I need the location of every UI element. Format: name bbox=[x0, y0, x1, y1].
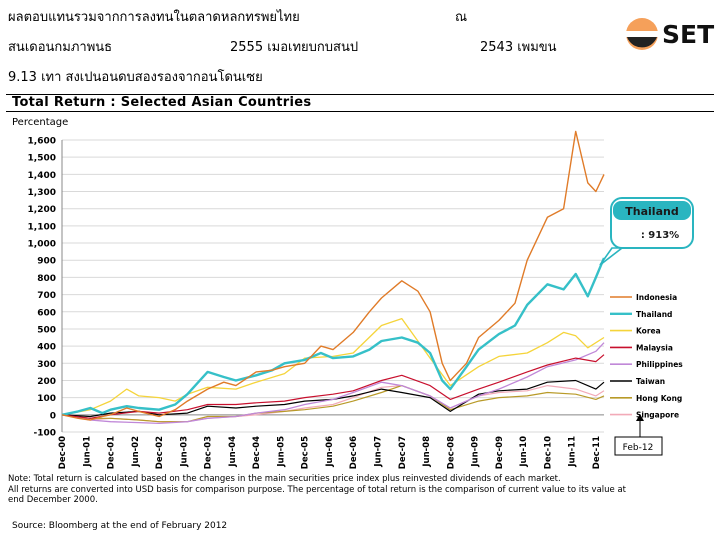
y-axis-title: Percentage bbox=[12, 117, 69, 128]
chart-legend: Indonesia Thailand Korea Malaysia Philippine… bbox=[610, 293, 683, 420]
x-axis-ticks: Dec-00 Jun-01 Dec-01 Jun-02 Dec-02 Jun-03 Dec-… bbox=[58, 436, 602, 469]
x-tick-label: Jun-10 bbox=[519, 436, 529, 468]
set-logo-text: SET bbox=[662, 20, 715, 49]
series-line-malaysia bbox=[61, 354, 605, 419]
y-axis-ticks: -100 0 100 200 300 400 500 600 700 800 900 1,000 1,1… bbox=[28, 137, 56, 439]
x-tick-label: Dec-08 bbox=[446, 436, 456, 469]
x-tick-label: Dec-03 bbox=[204, 436, 214, 469]
end-date-label: Feb-12 bbox=[623, 443, 654, 453]
total-return-chart: -100 0 100 200 300 400 500 600 700 800 900 1,000 1,1… bbox=[28, 130, 694, 469]
header-line2-right: 2543 เพมขน bbox=[480, 40, 557, 55]
x-tick-label: Dec-05 bbox=[301, 436, 311, 469]
series-line-philippines bbox=[61, 342, 605, 425]
header-line1-left: ผลตอบแทนรวมจากการลงทนในตลาดหลกทรพยไทย bbox=[8, 10, 300, 25]
x-tick-label: Jun-08 bbox=[422, 436, 432, 468]
x-tick-label: Dec-07 bbox=[398, 436, 408, 469]
note-line-1: Note: Total return is calculated based o… bbox=[8, 474, 561, 484]
series-line-indonesia bbox=[61, 130, 605, 421]
legend-label-malaysia: Malaysia bbox=[636, 343, 673, 352]
x-tick-label: Dec-02 bbox=[155, 436, 165, 469]
note-line-3: end December 2000. bbox=[8, 495, 98, 505]
chart-series bbox=[61, 130, 606, 425]
series-line-singapore bbox=[61, 385, 605, 423]
y-tick-label: 100 bbox=[37, 394, 56, 404]
source-note: Source: Bloomberg at the end of February… bbox=[12, 521, 228, 531]
x-tick-label: Jun-02 bbox=[131, 436, 141, 468]
callout-pointer bbox=[599, 247, 625, 266]
x-tick-label: Jun-07 bbox=[374, 436, 384, 468]
callout-title: Thailand bbox=[625, 205, 678, 218]
legend-label-philippines: Philippines bbox=[636, 360, 683, 369]
x-tick-label: Jun-01 bbox=[82, 436, 92, 468]
legend-label-thailand: Thailand bbox=[636, 310, 672, 319]
y-tick-label: 1,000 bbox=[28, 240, 56, 250]
y-tick-label: 800 bbox=[37, 274, 56, 284]
end-date-box-frame bbox=[614, 436, 663, 456]
set-logo: SET bbox=[624, 14, 714, 58]
series-line-korea bbox=[61, 317, 605, 416]
end-date-box: Feb-12 bbox=[614, 414, 663, 456]
x-tick-label: Dec-01 bbox=[107, 436, 117, 469]
x-tick-label: Jun-09 bbox=[471, 436, 481, 468]
end-arrow-head bbox=[636, 414, 644, 421]
y-tick-label: 1,400 bbox=[28, 171, 56, 181]
y-tick-label: 1,500 bbox=[28, 154, 56, 164]
x-tick-label: Dec-11 bbox=[592, 436, 602, 469]
series-line-hong-kong bbox=[61, 385, 605, 423]
x-tick-label: Jun-11 bbox=[568, 436, 578, 468]
x-tick-label: Jun-05 bbox=[276, 436, 286, 468]
x-tick-label: Dec-04 bbox=[252, 436, 262, 469]
series-line-taiwan bbox=[61, 379, 605, 418]
section-bar: Total Return : Selected Asian Countries bbox=[6, 94, 714, 112]
y-tick-label: -100 bbox=[33, 429, 56, 439]
y-tick-label: 200 bbox=[37, 377, 56, 387]
callout-value: : 913% bbox=[641, 230, 679, 241]
note-line-2: All returns are converted into USD basis… bbox=[8, 484, 627, 495]
x-tick-label: Dec-10 bbox=[543, 436, 553, 469]
y-tick-label: 1,100 bbox=[28, 222, 56, 232]
y-tick-label: 500 bbox=[37, 325, 56, 335]
legend-label-indonesia: Indonesia bbox=[636, 293, 677, 302]
legend-label-korea: Korea bbox=[636, 327, 661, 336]
set-logo-mark-icon bbox=[624, 18, 660, 50]
thailand-callout: Thailand : 913% bbox=[599, 197, 694, 266]
y-tick-label: 600 bbox=[37, 308, 56, 318]
header-line1-right: ณ bbox=[455, 10, 468, 25]
chart-notes: Note: Total return is calculated based o… bbox=[8, 474, 712, 506]
legend-label-taiwan: Taiwan bbox=[636, 377, 665, 386]
y-tick-label: 900 bbox=[37, 257, 56, 267]
section-title: Total Return : Selected Asian Countries bbox=[12, 95, 312, 110]
header-line2-left: สนเดอนกมภาพนธ bbox=[8, 40, 113, 55]
y-tick-label: 400 bbox=[37, 343, 56, 353]
legend-label-singapore: Singapore bbox=[636, 411, 679, 420]
y-tick-label: 1,200 bbox=[28, 205, 56, 215]
header-line3: 9.13 เทา สงเปนอนดบสองรองจากอนโดนเซย bbox=[8, 70, 263, 85]
x-tick-label: Dec-00 bbox=[58, 436, 68, 469]
callout-title-bg bbox=[613, 201, 691, 220]
header-line2-mid: 2555 เมอเทยบกบสนป bbox=[230, 40, 359, 55]
legend-label-hong-kong: Hong Kong bbox=[636, 394, 682, 403]
y-tick-label: 300 bbox=[37, 360, 56, 370]
y-tick-label: 700 bbox=[37, 291, 56, 301]
x-tick-label: Jun-04 bbox=[228, 436, 238, 468]
series-line-thailand bbox=[61, 257, 606, 416]
chart-grid bbox=[61, 139, 604, 433]
y-tick-label: 0 bbox=[50, 411, 56, 421]
y-tick-label: 1,600 bbox=[28, 137, 56, 147]
x-tick-label: Jun-03 bbox=[179, 436, 189, 468]
y-tick-label: 1,300 bbox=[28, 188, 56, 198]
x-tick-label: Dec-06 bbox=[349, 436, 359, 469]
x-tick-label: Dec-09 bbox=[495, 436, 505, 469]
x-tick-label: Jun-06 bbox=[325, 436, 335, 468]
